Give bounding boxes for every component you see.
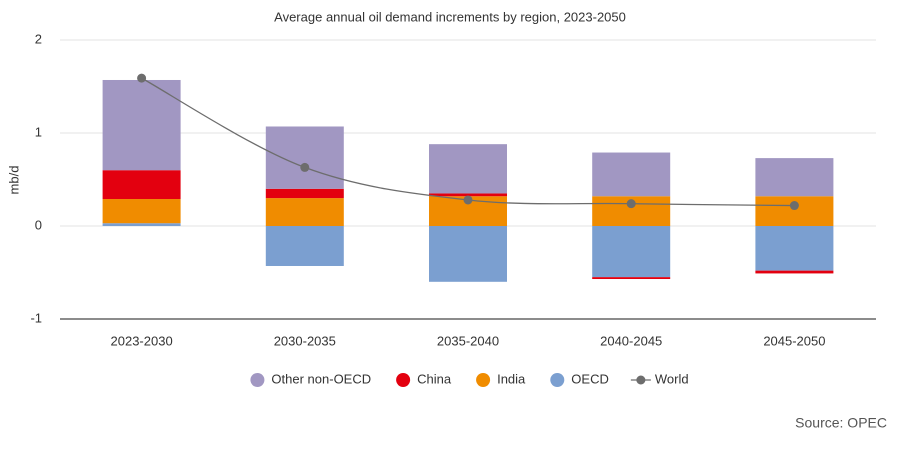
bar-segment	[755, 158, 834, 197]
legend-symbol	[636, 375, 646, 385]
bar-segment	[265, 188, 344, 199]
y-axis-title: mb/d	[6, 166, 21, 195]
bar-segment	[265, 126, 344, 189]
legend-label: Other non-OECD	[271, 371, 371, 386]
legend-symbol	[476, 373, 491, 387]
x-tick-label: 2040-2045	[600, 333, 662, 348]
x-tick-label: 2023-2030	[111, 333, 173, 348]
legend-symbol	[396, 373, 411, 387]
legend-symbol	[250, 373, 265, 387]
bar-segment	[429, 226, 507, 282]
bar-segment	[755, 196, 834, 226]
line-point	[300, 162, 310, 172]
y-tick-label: 1	[35, 124, 42, 139]
bar-segment	[755, 270, 834, 274]
line-point	[789, 201, 799, 211]
bar-segment	[102, 223, 181, 226]
legend-symbol	[550, 373, 565, 387]
line-point	[463, 195, 473, 205]
bar-segment	[755, 226, 834, 271]
bar-segment	[592, 226, 671, 278]
bar-segment	[265, 198, 344, 226]
y-tick-label: 0	[35, 217, 42, 232]
y-tick-label: 2	[35, 31, 42, 46]
bar-segment	[592, 277, 671, 280]
legend-label: OECD	[571, 371, 609, 386]
line-point	[137, 73, 147, 83]
legend-label: India	[497, 371, 526, 386]
source: Source: OPEC	[795, 415, 887, 431]
x-tick-label: 2035-2040	[437, 333, 499, 348]
bar-segment	[429, 144, 507, 194]
bar-segment	[592, 152, 671, 197]
bar-segment	[429, 193, 507, 197]
bar-segment	[102, 79, 181, 171]
legend: Other non-OECD China India OECD World	[250, 371, 689, 387]
bar-segment	[102, 170, 181, 200]
x-tick-label: 2030-2035	[274, 333, 336, 348]
bar-segment	[265, 226, 344, 266]
y-tick-label: -1	[30, 310, 42, 325]
chart-title: Average annual oil demand increments by …	[274, 9, 626, 24]
legend-label: China	[417, 371, 452, 386]
x-tick-label: 2045-2050	[763, 333, 825, 348]
bar-segment	[102, 199, 181, 224]
line-point	[626, 199, 636, 209]
legend-label: World	[655, 371, 689, 386]
